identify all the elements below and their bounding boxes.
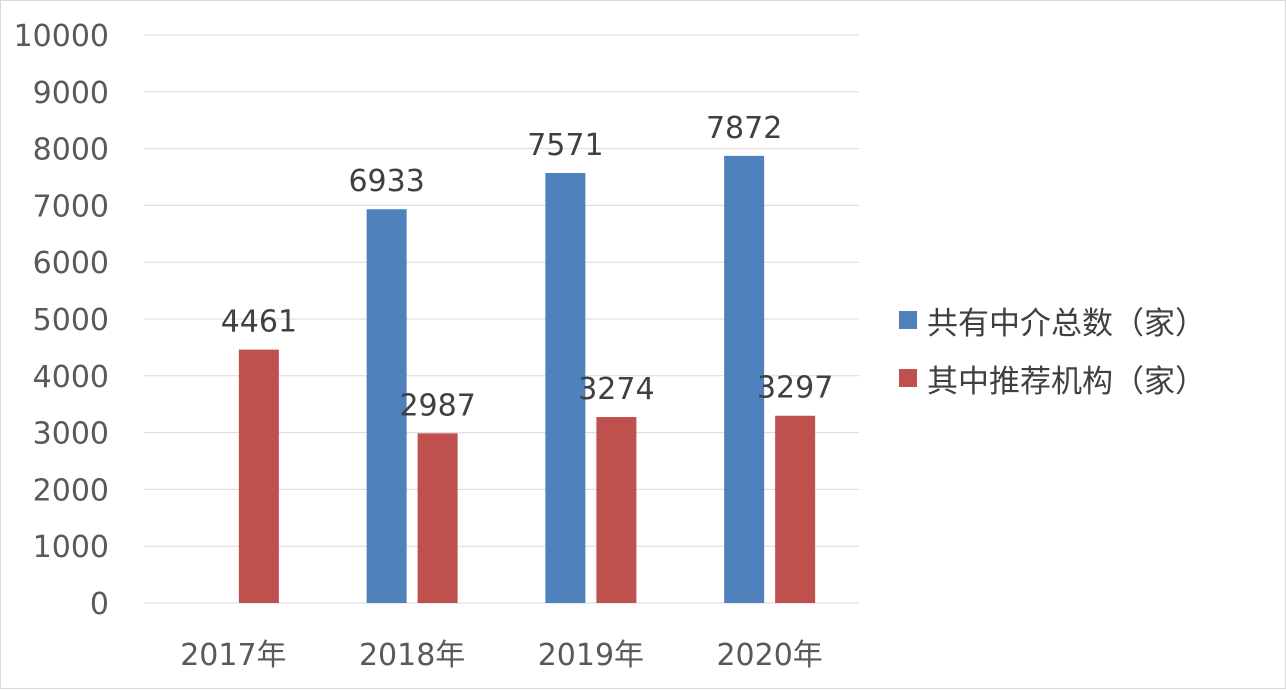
legend-item-recommended: 其中推荐机构（家） — [899, 349, 1279, 407]
legend-swatch-total — [899, 311, 917, 329]
y-tick-label: 8000 — [33, 133, 109, 168]
bar-total — [545, 172, 586, 603]
x-tick-label: 2018年 — [359, 638, 465, 673]
data-label: 3297 — [757, 371, 833, 406]
bar-total — [366, 209, 407, 603]
y-tick-label: 3000 — [33, 417, 109, 452]
y-tick-label: 1000 — [33, 530, 109, 565]
legend-label-total: 共有中介总数（家） — [927, 305, 1206, 342]
bar-recommended — [596, 417, 637, 603]
y-tick-label: 7000 — [33, 189, 109, 224]
y-tick-label: 0 — [90, 587, 109, 622]
y-tick-label: 5000 — [33, 303, 109, 338]
data-label: 6933 — [348, 164, 424, 199]
y-tick-label: 9000 — [33, 76, 109, 111]
data-label: 2987 — [399, 388, 475, 423]
data-label: 7872 — [706, 111, 782, 146]
legend-item-total: 共有中介总数（家） — [899, 291, 1279, 349]
bar-recommended — [775, 415, 816, 603]
bar-recommended — [238, 349, 279, 603]
x-tick-label: 2017年 — [180, 638, 286, 673]
x-tick-label: 2019年 — [538, 638, 644, 673]
bar-recommended — [417, 433, 458, 603]
data-label: 7571 — [527, 128, 603, 163]
y-tick-label: 6000 — [33, 246, 109, 281]
legend: 共有中介总数（家） 其中推荐机构（家） — [899, 291, 1279, 407]
x-tick-label: 2020年 — [716, 638, 822, 673]
legend-label-recommended: 其中推荐机构（家） — [927, 363, 1206, 400]
data-label: 3274 — [578, 372, 654, 407]
y-tick-label: 10000 — [14, 19, 109, 54]
data-label: 4461 — [221, 305, 297, 340]
legend-swatch-recommended — [899, 369, 917, 387]
y-tick-label: 4000 — [33, 360, 109, 395]
y-tick-label: 2000 — [33, 473, 109, 508]
bar-total — [724, 155, 765, 603]
